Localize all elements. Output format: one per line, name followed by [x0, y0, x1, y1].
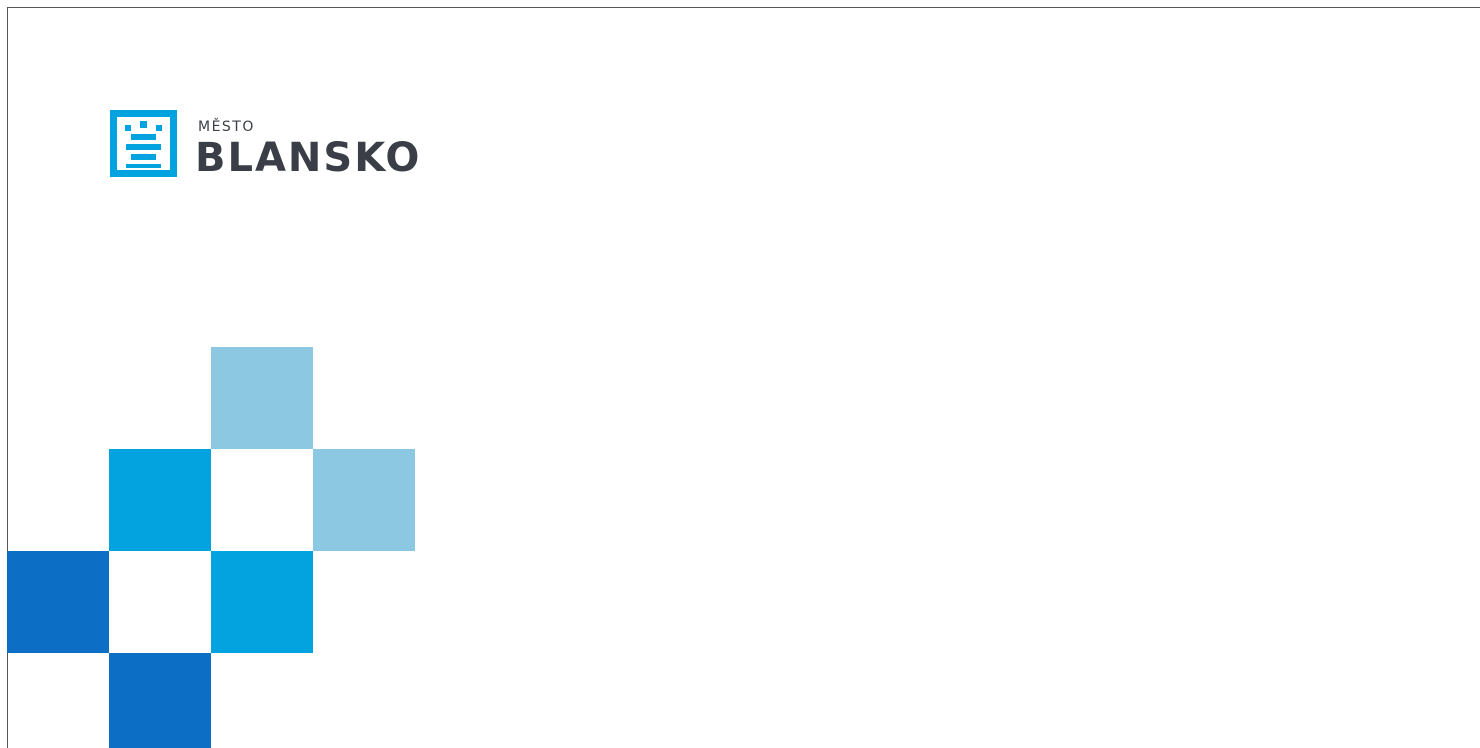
- icon-bar: [126, 164, 161, 168]
- icon-frame: [110, 110, 177, 177]
- icon-bar: [131, 134, 156, 140]
- square: [211, 347, 313, 449]
- square: [109, 449, 211, 551]
- icon-bar: [126, 144, 161, 150]
- square: [109, 653, 211, 748]
- square: [313, 449, 415, 551]
- icon-block: [156, 125, 162, 131]
- icon-bar: [131, 154, 156, 160]
- decor-squares: [7, 347, 415, 748]
- square: [211, 551, 313, 653]
- square: [7, 551, 109, 653]
- icon-block: [125, 125, 131, 131]
- logo-top: MĚSTO: [198, 118, 255, 135]
- logo-icon: [110, 110, 177, 177]
- icon-block: [140, 121, 147, 128]
- logo-name: BLANSKO: [195, 135, 421, 181]
